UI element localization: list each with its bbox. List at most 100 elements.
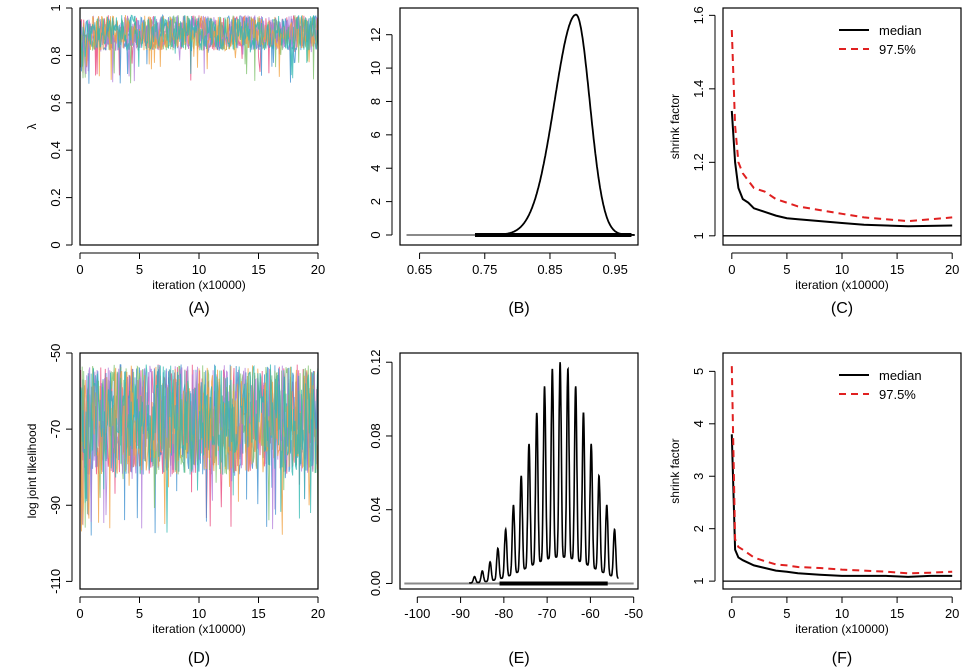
y-axis-title: shrink factor bbox=[668, 94, 682, 159]
y-tick-label: 1.4 bbox=[691, 80, 706, 98]
x-tick-label: 20 bbox=[945, 262, 959, 277]
y-tick-label: 8 bbox=[368, 98, 383, 105]
y-tick-label: 0 bbox=[48, 241, 63, 248]
y-tick-label: -50 bbox=[48, 344, 63, 363]
panel-C: median 97.5% 0 5 10 15 20 1 1.2 1.4 1.6 iteration (… bbox=[668, 6, 962, 317]
y-tick-label: 0.6 bbox=[48, 94, 63, 112]
legend-label-1: median bbox=[879, 23, 922, 38]
plot-area-B bbox=[406, 13, 635, 237]
panel-caption: (D) bbox=[188, 650, 210, 667]
x-tick-label: -60 bbox=[581, 606, 600, 621]
y-tick-label: -90 bbox=[48, 496, 63, 515]
x-tick-label: 5 bbox=[783, 606, 790, 621]
plot-frame bbox=[79, 7, 319, 246]
x-axis-title: iteration (x10000) bbox=[152, 622, 245, 636]
panel-B: 0.65 0.75 0.85 0.95 0 2 4 6 8 10 12 (B) bbox=[368, 7, 639, 317]
x-tick-label: 10 bbox=[835, 262, 849, 277]
plot-frame bbox=[722, 352, 962, 590]
y-tick-label: 3 bbox=[691, 473, 706, 480]
y-tick-label: 0.12 bbox=[368, 350, 383, 375]
y-tick-label: 5 bbox=[691, 368, 706, 375]
y-axis: 1 2 3 4 5 bbox=[691, 368, 716, 585]
plot-frame bbox=[79, 352, 319, 590]
trace-series-6 bbox=[80, 364, 318, 533]
x-tick-label: -90 bbox=[451, 606, 470, 621]
y-tick-label: 0.04 bbox=[368, 497, 383, 522]
y-tick-label: 4 bbox=[368, 165, 383, 172]
x-axis: 0 5 10 15 20 bbox=[76, 596, 325, 621]
plot-area-F bbox=[723, 366, 961, 582]
trace-series-6 bbox=[80, 14, 318, 79]
plot-frame bbox=[399, 352, 639, 590]
x-tick-label: 20 bbox=[311, 262, 325, 277]
x-tick-label: 5 bbox=[136, 262, 143, 277]
series-line-2 bbox=[730, 366, 953, 575]
x-tick-label: -70 bbox=[538, 606, 557, 621]
x-axis: 0.65 0.75 0.85 0.95 bbox=[407, 252, 628, 277]
x-tick-label: 10 bbox=[192, 606, 206, 621]
y-tick-label: -70 bbox=[48, 420, 63, 439]
series-line-1 bbox=[730, 434, 953, 578]
legend-label-2: 97.5% bbox=[879, 387, 916, 402]
y-tick-label: -110 bbox=[48, 569, 63, 594]
y-axis: 0 0.2 0.4 0.6 0.8 1 bbox=[48, 4, 73, 249]
y-tick-label: 0.00 bbox=[368, 571, 383, 596]
plot-area-C bbox=[723, 29, 961, 237]
y-tick-label: 1 bbox=[48, 4, 63, 11]
y-axis: 0.00 0.04 0.08 0.12 bbox=[368, 350, 393, 596]
y-axis: -110 -90 -70 -50 bbox=[48, 344, 73, 594]
y-tick-label: 2 bbox=[368, 198, 383, 205]
x-tick-label: 0 bbox=[76, 262, 83, 277]
legend: median 97.5% bbox=[839, 368, 922, 402]
y-tick-label: 4 bbox=[691, 420, 706, 427]
y-tick-label: 2 bbox=[691, 525, 706, 532]
x-axis-title: iteration (x10000) bbox=[795, 278, 888, 292]
x-axis: -100 -90 -80 -70 -60 -50 bbox=[404, 596, 643, 621]
y-tick-label: 10 bbox=[368, 61, 383, 75]
y-axis-title: λ bbox=[25, 124, 39, 130]
y-tick-label: 0 bbox=[368, 231, 383, 238]
y-axis: 0 2 4 6 8 10 12 bbox=[368, 27, 393, 239]
series-line-2 bbox=[730, 29, 953, 223]
x-axis: 0 5 10 15 20 bbox=[76, 252, 325, 277]
plot-frame bbox=[399, 7, 639, 246]
y-tick-label: 0.08 bbox=[368, 423, 383, 448]
x-tick-label: -80 bbox=[494, 606, 513, 621]
y-tick-label: 1 bbox=[691, 578, 706, 585]
x-tick-label: 15 bbox=[890, 606, 904, 621]
y-tick-label: 0.4 bbox=[48, 141, 63, 159]
x-axis: 0 5 10 15 20 bbox=[728, 252, 959, 277]
panel-F: median 97.5% 0 5 10 15 20 1 2 3 4 5 iteration (x1000… bbox=[668, 352, 962, 667]
x-tick-label: -100 bbox=[404, 606, 430, 621]
y-axis-title: log joint likelihood bbox=[25, 424, 39, 519]
plot-area-D bbox=[80, 364, 318, 536]
plot-area-E bbox=[404, 362, 634, 586]
y-tick-label: 1 bbox=[691, 232, 706, 239]
x-tick-label: 0.65 bbox=[407, 262, 432, 277]
panel-caption: (E) bbox=[508, 650, 529, 667]
panel-caption: (C) bbox=[831, 300, 853, 317]
x-tick-label: 20 bbox=[311, 606, 325, 621]
x-axis-title: iteration (x10000) bbox=[152, 278, 245, 292]
plot-frame bbox=[722, 7, 962, 246]
y-tick-label: 0.2 bbox=[48, 189, 63, 207]
legend-label-2: 97.5% bbox=[879, 42, 916, 57]
x-tick-label: -50 bbox=[624, 606, 643, 621]
x-tick-label: 5 bbox=[136, 606, 143, 621]
panel-caption: (F) bbox=[832, 650, 852, 667]
y-tick-label: 12 bbox=[368, 27, 383, 41]
y-tick-label: 6 bbox=[368, 131, 383, 138]
y-tick-label: 0.8 bbox=[48, 46, 63, 64]
panel-E: -100 -90 -80 -70 -60 -50 0.00 0.04 0.08 0.12 (E) bbox=[368, 350, 643, 667]
x-tick-label: 20 bbox=[945, 606, 959, 621]
y-tick-label: 1.2 bbox=[691, 153, 706, 171]
panel-A: 0 5 10 15 20 0 0.2 0.4 0.6 0.8 1 iteration (x10000)… bbox=[25, 4, 325, 317]
x-tick-label: 5 bbox=[783, 262, 790, 277]
y-tick-label: 1.6 bbox=[691, 6, 706, 24]
legend-label-1: median bbox=[879, 368, 922, 383]
trace-series-2 bbox=[80, 364, 318, 536]
x-tick-label: 15 bbox=[890, 262, 904, 277]
x-tick-label: 0 bbox=[728, 262, 735, 277]
x-tick-label: 15 bbox=[251, 606, 265, 621]
